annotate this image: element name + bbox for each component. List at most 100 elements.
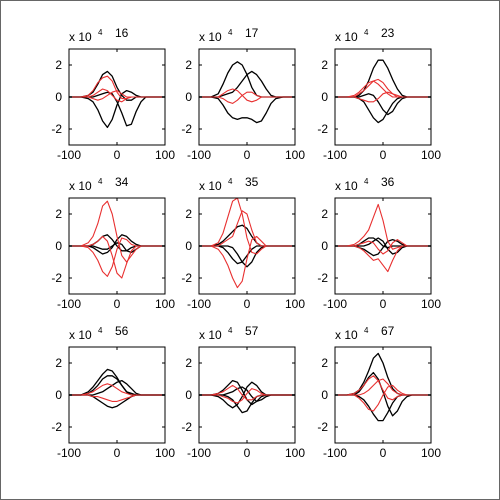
x-tick-label: 100 [285,148,305,162]
trace-black [69,70,165,101]
x-tick-label: -100 [57,148,81,162]
x-tick-label: -100 [323,297,347,311]
y-tick-label: 2 [321,58,328,72]
y-tick-label: 0 [185,90,192,104]
y-tick-label: 0 [55,239,62,253]
y-tick-label: -2 [51,122,62,136]
traces [335,352,431,422]
y-tick-label: -2 [317,122,328,136]
exponent-superscript: 4 [364,28,369,37]
y-tick-label: 2 [55,58,62,72]
x-tick-label: -100 [323,446,347,460]
subplot-67: x 10 4 67 -100 0 100 2 0 -2 [317,324,441,460]
subplot-56: x 10 4 56 -100 0 100 2 0 -2 [51,324,175,460]
y-tick-label: 2 [55,356,62,370]
x-tick-label: 0 [244,446,251,460]
trace-red [335,203,431,250]
exponent-label: x 10 [69,179,92,193]
trace-black [335,394,431,422]
exponent-label: x 10 [199,328,222,342]
y-tick-label: -2 [181,420,192,434]
x-tick-label: 0 [380,148,387,162]
y-tick-label: 0 [321,239,328,253]
x-tick-label: -100 [323,148,347,162]
subplot-35: x 10 4 35 -100 0 100 2 0 -2 [181,175,305,311]
trace-red [335,239,431,255]
exponent-superscript: 4 [98,326,103,335]
subplot-23: x 10 4 23 -100 0 100 2 0 -2 [317,26,441,162]
exponent-label: x 10 [335,179,358,193]
x-tick-label: -100 [187,297,211,311]
trace-black [335,352,431,396]
x-tick-label: 0 [114,446,121,460]
x-tick-label: 100 [155,297,175,311]
exponent-superscript: 4 [98,177,103,186]
exponent-label: x 10 [199,30,222,44]
panel-title: 16 [115,26,129,40]
y-tick-label: 0 [185,239,192,253]
trace-black [199,70,295,98]
y-tick-label: 2 [55,207,62,221]
trace-red [69,200,165,263]
subplot-36: x 10 4 36 -100 0 100 2 0 -2 [317,175,441,311]
trace-red [335,91,431,103]
exponent-superscript: 4 [98,28,103,37]
trace-black [69,375,165,396]
x-tick-label: 0 [380,446,387,460]
subplot-16: x 10 4 16 -100 0 100 2 0 -2 [51,26,175,162]
traces [335,203,431,273]
exponent-superscript: 4 [228,28,233,37]
traces [199,198,295,289]
x-tick-label: -100 [57,446,81,460]
exponent-label: x 10 [69,328,92,342]
exponent-label: x 10 [69,30,92,44]
trace-red [335,245,431,273]
trace-red [69,237,165,277]
x-tick-label: 100 [421,446,441,460]
trace-black [335,371,431,417]
x-tick-label: 100 [285,297,305,311]
x-tick-label: 100 [155,446,175,460]
trace-black [335,59,431,98]
x-tick-label: 100 [285,446,305,460]
x-tick-label: 100 [421,297,441,311]
exponent-superscript: 4 [364,177,369,186]
subplot-34: x 10 4 34 -100 0 100 2 0 -2 [51,175,175,311]
y-tick-label: 0 [321,388,328,402]
panel-title: 34 [115,175,129,189]
x-tick-label: -100 [57,297,81,311]
y-tick-label: 0 [55,388,62,402]
trace-red [199,210,295,247]
y-tick-label: -2 [51,271,62,285]
trace-black [69,379,165,396]
y-tick-label: 2 [321,356,328,370]
y-tick-label: 0 [55,90,62,104]
y-tick-label: 0 [321,90,328,104]
panel-title: 23 [381,26,395,40]
x-tick-label: -100 [187,148,211,162]
y-tick-label: 2 [185,207,192,221]
traces [335,59,431,124]
trace-red [69,90,165,101]
trace-red [199,91,295,104]
subplot-17: x 10 4 17 -100 0 100 2 0 -2 [181,26,305,162]
subplot-57: x 10 4 57 -100 0 100 2 0 -2 [181,324,305,460]
x-tick-label: 0 [380,297,387,311]
trace-red [335,378,431,396]
y-tick-label: -2 [317,271,328,285]
trace-black [199,96,295,124]
x-tick-label: -100 [187,446,211,460]
exponent-label: x 10 [335,328,358,342]
trace-red [199,235,295,289]
panel-title: 35 [245,175,259,189]
exponent-label: x 10 [199,179,222,193]
panel-title: 56 [115,324,129,338]
y-tick-label: -2 [317,420,328,434]
y-tick-label: -2 [181,122,192,136]
y-tick-label: -2 [181,271,192,285]
trace-red [69,394,165,402]
x-tick-label: 0 [114,148,121,162]
trace-red [69,235,165,279]
